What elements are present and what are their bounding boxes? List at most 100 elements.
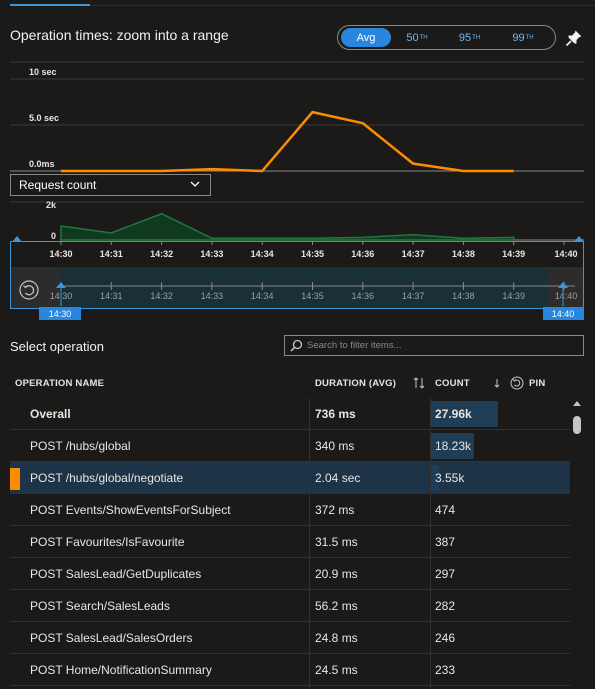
mini-x-tick-label: 14:31: [100, 291, 123, 301]
range-handle-start-icon: [12, 236, 22, 242]
range-end-label: 14:40: [552, 309, 575, 319]
percentile-toggle: Avg 50 TH 95 TH 99 TH: [337, 25, 556, 50]
count-cell: 297: [435, 567, 456, 581]
table-row[interactable]: POST Events/ShowEventsForSubject 372 ms 47…: [10, 494, 570, 526]
column-header-duration[interactable]: DURATION (AVG): [315, 370, 426, 396]
duration-cell: 56.2 ms: [315, 599, 358, 613]
selected-row-marker: [10, 468, 20, 490]
percentile-label: 95: [458, 31, 472, 44]
active-tab-indicator: [10, 4, 90, 6]
table-row[interactable]: POST /hubs/global 340 ms 18.23k: [10, 430, 570, 462]
operation-name-cell: POST Favourites/IsFavourite: [30, 535, 185, 549]
count-cell: 27.96k: [435, 407, 472, 421]
x-tick-label: 14:40: [554, 249, 577, 259]
duration-cell: 24.8 ms: [315, 631, 358, 645]
operation-name-cell: POST Home/NotificationSummary: [30, 663, 212, 677]
percentile-label: 50: [406, 31, 419, 44]
column-header-operation-name[interactable]: OPERATION NAME: [15, 377, 105, 389]
column-divider: [309, 398, 310, 689]
percentile-suffix: TH: [525, 34, 534, 41]
page-title: Operation times: zoom into a range: [10, 27, 229, 43]
table-row[interactable]: POST Home/NotificationSummary 24.5 ms 233: [10, 654, 570, 686]
duration-cell: 736 ms: [315, 407, 356, 421]
search-icon: [290, 339, 303, 352]
sort-descending-icon: [494, 379, 500, 388]
filter-input[interactable]: Search to filter items...: [284, 335, 584, 356]
mini-handle-end-icon: [558, 282, 568, 288]
operations-table: Overall 736 ms 27.96k POST /hubs/global 340 …: [10, 398, 570, 689]
range-handle-end-icon: [574, 236, 584, 242]
count-cell: 18.23k: [435, 439, 472, 453]
table-row[interactable]: POST /hubs/global/negotiate 2.04 sec 3.55k: [10, 462, 570, 494]
table-row[interactable]: Overall 736 ms 27.96k: [10, 398, 570, 430]
x-tick-label: 14:34: [251, 249, 274, 259]
count-cell: 246: [435, 631, 456, 645]
mini-x-tick-label: 14:39: [502, 291, 525, 301]
scroll-thumb[interactable]: [573, 416, 581, 434]
column-divider: [430, 398, 431, 689]
y-tick-label: 5.0 sec: [29, 113, 59, 123]
mini-x-tick-label: 14:32: [150, 291, 173, 301]
reset-zoom-arrowhead: [23, 285, 28, 289]
mini-x-tick-label: 14:35: [301, 291, 324, 301]
percentile-button[interactable]: Avg: [341, 28, 391, 47]
table-row[interactable]: POST Favourites/IsFavourite 31.5 ms 387: [10, 526, 570, 558]
operation-name-cell: POST Search/SalesLeads: [30, 599, 170, 613]
count-cell: 282: [435, 599, 456, 613]
percentile-suffix: TH: [419, 34, 428, 41]
column-header-pin[interactable]: PIN: [510, 370, 545, 396]
percentile-label: 99: [512, 31, 525, 44]
y-tick-label: 2k: [46, 200, 57, 210]
x-tick-label: 14:36: [351, 249, 374, 259]
mini-x-tick-label: 14:34: [251, 291, 274, 301]
tab-divider: [90, 5, 595, 6]
percentile-button[interactable]: 99 TH: [496, 28, 550, 47]
series-area: [60, 212, 515, 241]
operation-name-cell: POST SalesLead/SalesOrders: [30, 631, 193, 645]
duration-cell: 24.5 ms: [315, 663, 358, 677]
x-tick-label: 14:35: [301, 249, 324, 259]
reset-icon: [510, 376, 524, 390]
reset-zoom-icon: [19, 280, 39, 300]
operation-times-chart[interactable]: 10 sec 5.0 sec 0.0ms 2k 0 14:30 14:30 14:31 14:3…: [0, 55, 595, 325]
range-start-label: 14:30: [49, 309, 72, 319]
percentile-label: Avg: [356, 31, 376, 44]
count-bar: [430, 465, 439, 491]
table-row[interactable]: POST Search/SalesLeads 56.2 ms 282: [10, 590, 570, 622]
pin-chart-icon[interactable]: [565, 29, 583, 47]
count-cell: 233: [435, 663, 456, 677]
x-tick-label: 14:33: [200, 249, 223, 259]
select-operation-title: Select operation: [10, 339, 104, 354]
mini-x-tick-label: 14:40: [555, 291, 578, 301]
mini-x-tick-label: 14:33: [201, 291, 224, 301]
mini-x-tick-label: 14:38: [452, 291, 475, 301]
scroll-up-icon[interactable]: [573, 400, 581, 408]
table-row[interactable]: POST SalesLead/SalesOrders 24.8 ms 246: [10, 622, 570, 654]
range-mini-pad: [11, 267, 59, 308]
range-selector-frame: [10, 241, 584, 309]
table-row[interactable]: POST SalesLead/GetDuplicates 20.9 ms 297: [10, 558, 570, 590]
mini-handle-start-icon: [56, 282, 66, 288]
duration-cell: 372 ms: [315, 503, 355, 517]
x-tick-label: 14:30: [49, 249, 72, 259]
y-tick-label: 10 sec: [29, 67, 57, 77]
operation-name-cell: POST Events/ShowEventsForSubject: [30, 503, 231, 517]
x-tick-label: 14:38: [452, 249, 475, 259]
percentile-button[interactable]: 50 TH: [391, 28, 443, 47]
x-tick-label: 14:31: [100, 249, 123, 259]
sort-both-icon: [413, 377, 425, 389]
y-tick-label: 0.0ms: [29, 159, 55, 169]
count-bar: [430, 401, 498, 427]
count-cell: 474: [435, 503, 456, 517]
percentile-button[interactable]: 95 TH: [443, 28, 496, 47]
mini-x-tick-label: 14:36: [352, 291, 375, 301]
duration-cell: 2.04 sec: [315, 471, 361, 485]
metric-dropdown[interactable]: Request count: [10, 174, 211, 196]
percentile-suffix: TH: [472, 34, 481, 41]
metric-dropdown-value: Request count: [19, 178, 97, 192]
x-tick-label: 14:39: [502, 249, 525, 259]
column-header-count[interactable]: COUNT: [435, 370, 502, 396]
table-scrollbar[interactable]: [570, 398, 584, 689]
tab-strip: [0, 0, 595, 8]
count-cell: 3.55k: [435, 471, 465, 485]
